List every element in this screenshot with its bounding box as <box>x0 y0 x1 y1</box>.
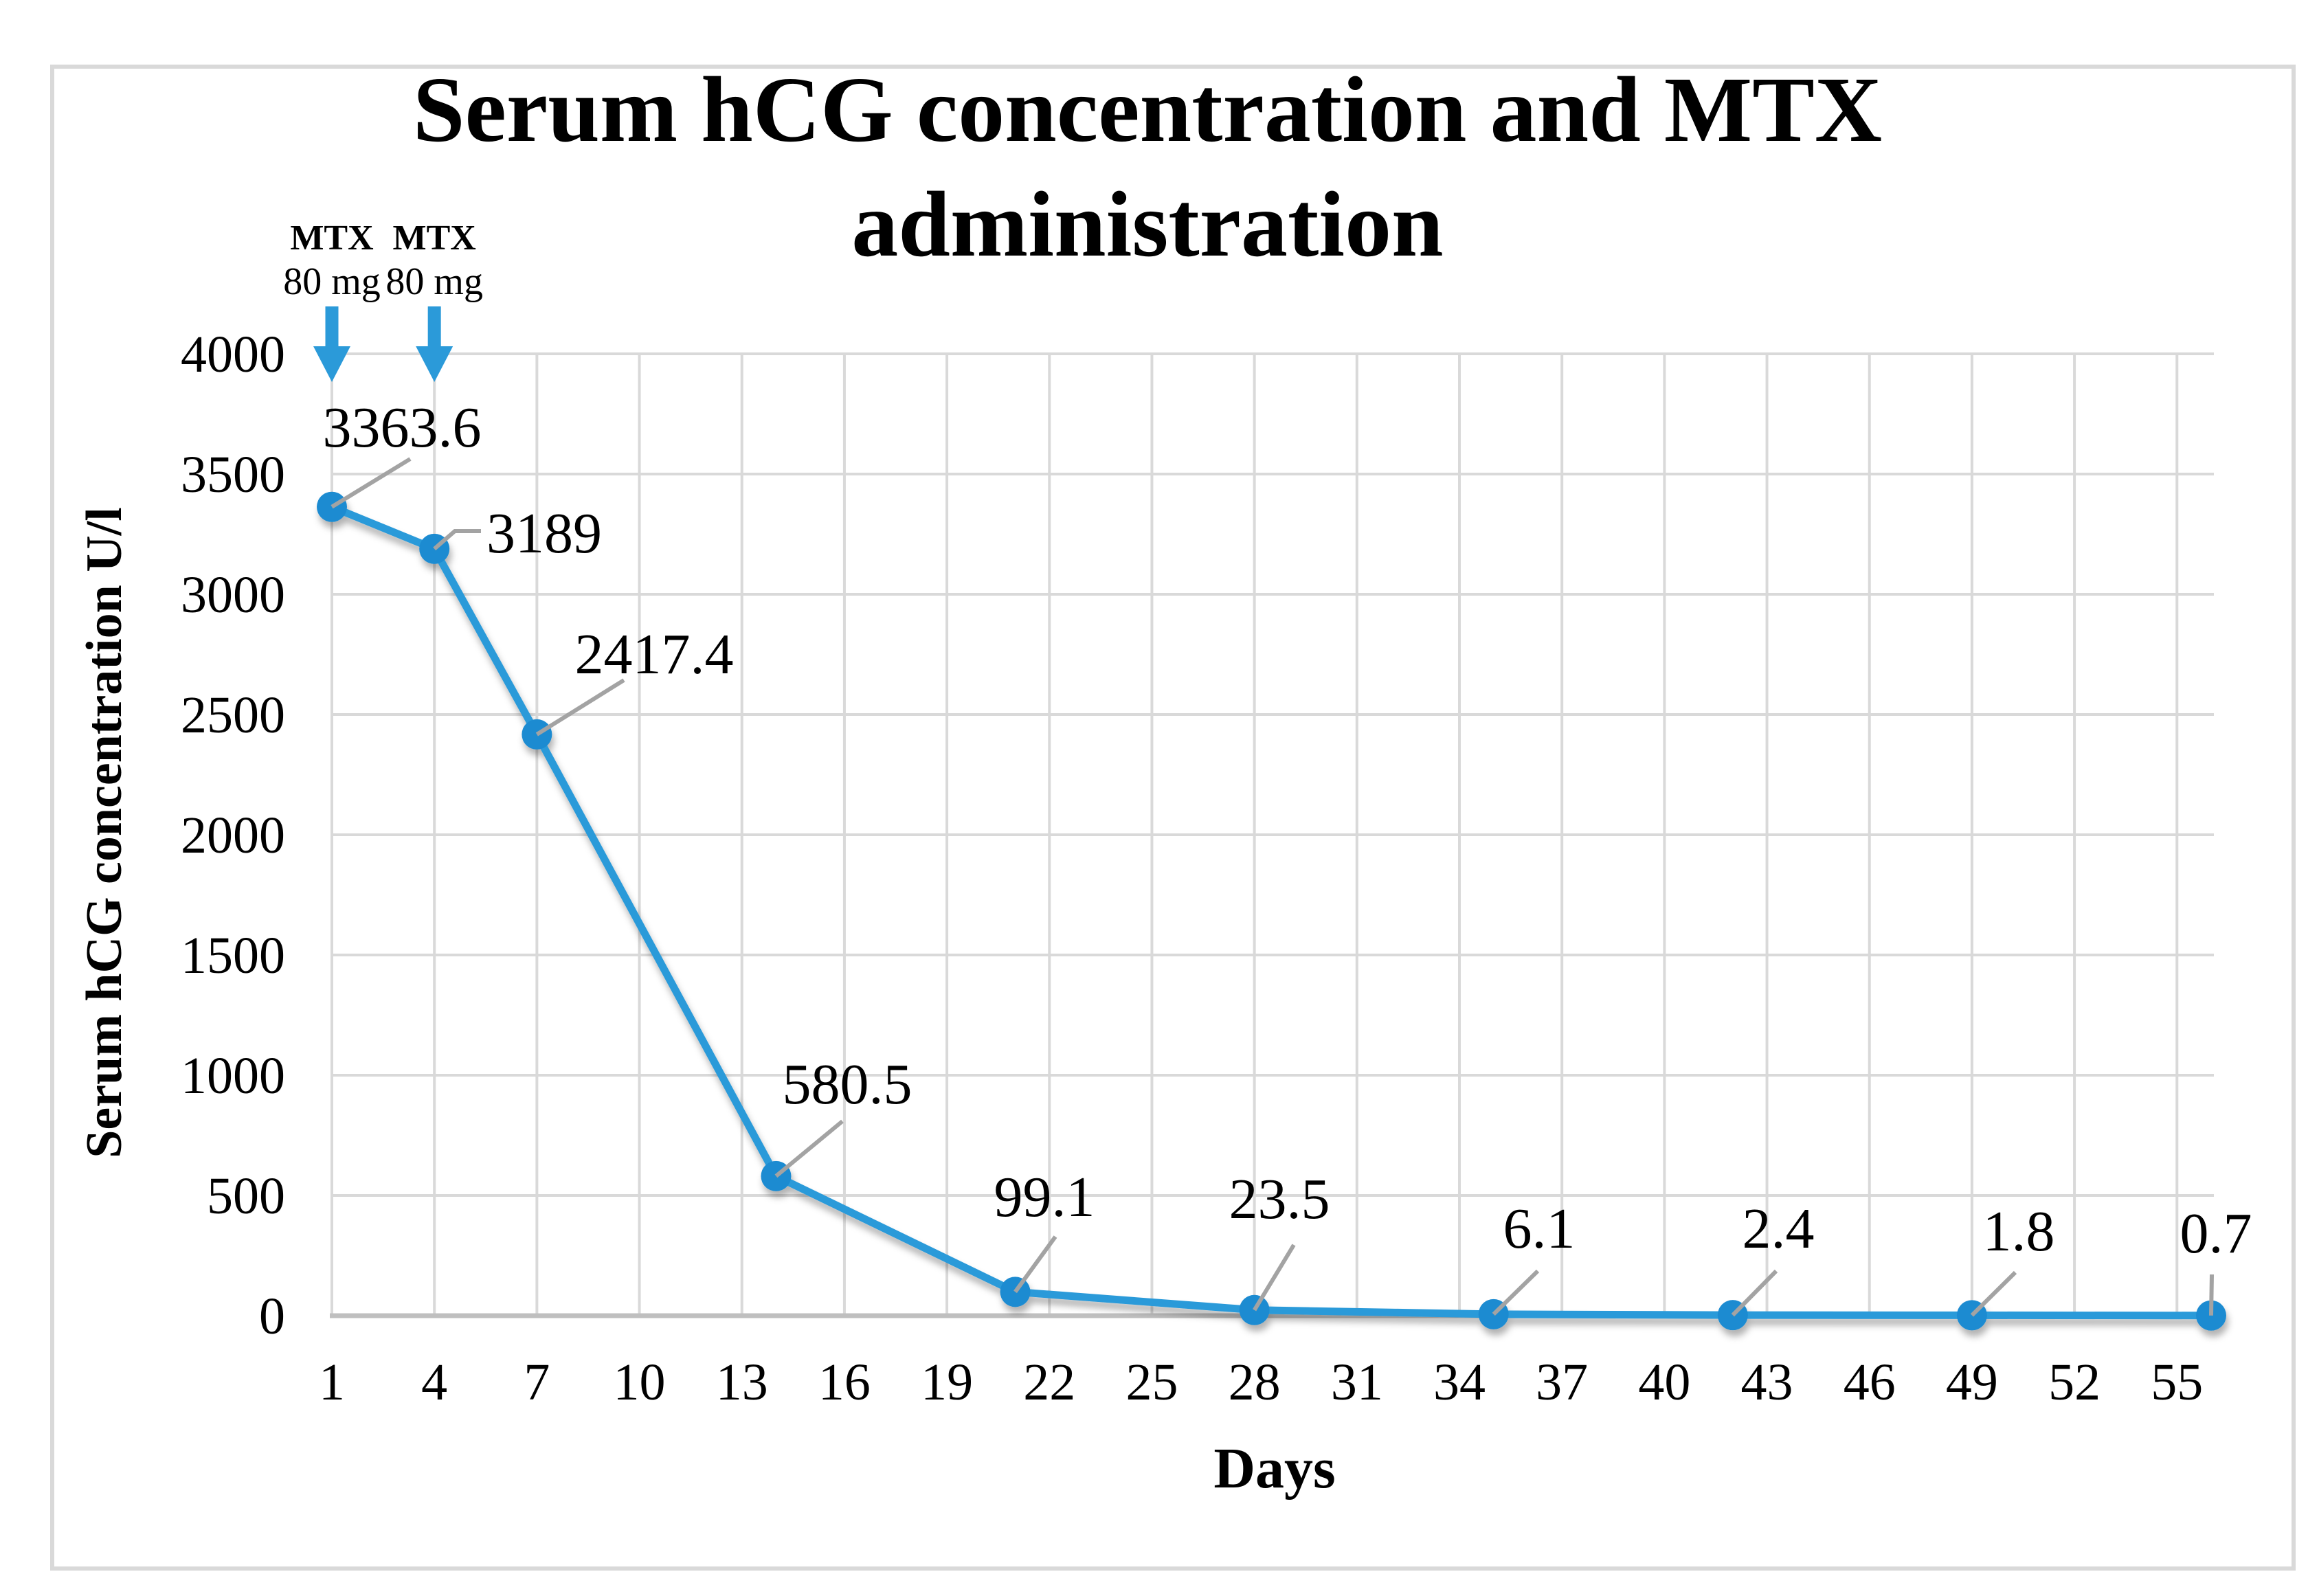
y-axis-title: Serum hCG concentration U/l <box>76 507 133 1158</box>
chart-border <box>50 65 2296 1571</box>
down-arrow-icon <box>416 346 453 382</box>
arrow-shaft <box>427 306 441 349</box>
data-point-label: 1.8 <box>1983 1200 2055 1263</box>
leader-line <box>1492 1269 1540 1316</box>
axis-tick-labels: 1 4 7 10 13 16 19 22 25 28 31 34 37 40 43 46 49 52 55 0 500 1… <box>181 326 2203 1411</box>
x-tick-label: 13 <box>716 1353 768 1411</box>
x-tick-label: 37 <box>1536 1353 1588 1411</box>
leader-line <box>331 457 412 509</box>
x-tick-label: 4 <box>421 1353 447 1411</box>
mtx-label: MTX <box>290 218 373 258</box>
x-tick-label: 34 <box>1433 1353 1486 1411</box>
y-tick-label: 4000 <box>181 326 285 383</box>
y-tick-label: 2000 <box>181 807 285 864</box>
x-tick-label: 16 <box>818 1353 871 1411</box>
x-tick-label: 10 <box>614 1353 666 1411</box>
data-point-label: 3363.6 <box>323 396 482 460</box>
data-point-label: 3189 <box>486 502 602 565</box>
y-tick-label: 1500 <box>181 927 285 985</box>
mtx-label: MTX <box>393 218 476 258</box>
x-tick-label: 46 <box>1844 1353 1896 1411</box>
x-tick-label: 49 <box>1946 1353 1998 1411</box>
data-point-label: 580.5 <box>783 1053 912 1116</box>
leader-line <box>1731 1269 1778 1317</box>
x-tick-label: 22 <box>1023 1353 1075 1411</box>
leader-line <box>535 678 625 737</box>
chart-title-line1: Serum hCG concentration and MTX <box>413 58 1882 161</box>
leader-line <box>1253 1244 1296 1312</box>
data-point-label: 2.4 <box>1743 1197 1815 1261</box>
x-tick-label: 19 <box>921 1353 973 1411</box>
y-tick-label: 2500 <box>181 686 285 744</box>
x-tick-label: 55 <box>2151 1353 2203 1411</box>
leader-line <box>774 1119 844 1178</box>
leader-line <box>433 529 481 551</box>
data-point-label: 99.1 <box>994 1165 1095 1229</box>
y-tick-label: 500 <box>207 1167 285 1225</box>
x-tick-label: 52 <box>2048 1353 2100 1411</box>
x-tick-label: 28 <box>1229 1353 1281 1411</box>
chart-title-line2: administration <box>851 173 1443 276</box>
y-tick-label: 1000 <box>181 1047 285 1105</box>
mtx-dose-label: 80 mg <box>283 260 381 303</box>
data-point-label: 0.7 <box>2180 1202 2252 1266</box>
x-tick-label: 40 <box>1638 1353 1690 1411</box>
x-tick-label: 25 <box>1125 1353 1178 1411</box>
x-axis-title: Days <box>1213 1437 1335 1501</box>
gridlines <box>330 352 2214 1318</box>
x-tick-label: 31 <box>1331 1353 1383 1411</box>
x-tick-label: 7 <box>524 1353 550 1411</box>
arrow-shaft <box>325 306 339 349</box>
y-tick-label: 3000 <box>181 566 285 624</box>
x-tick-label: 43 <box>1741 1353 1793 1411</box>
leader-line <box>1013 1235 1057 1294</box>
y-tick-label: 3500 <box>181 446 285 504</box>
down-arrow-icon <box>313 346 350 382</box>
series-line <box>330 503 2212 1320</box>
data-point-label: 2417.4 <box>575 622 734 686</box>
leader-line <box>1970 1270 2017 1317</box>
mtx-dose-label: 80 mg <box>385 260 483 303</box>
data-point-label: 23.5 <box>1229 1167 1330 1231</box>
x-tick-label: 1 <box>319 1353 345 1411</box>
leader-line <box>2209 1274 2214 1316</box>
label-leader-lines <box>331 457 2214 1317</box>
data-point-label: 6.1 <box>1503 1197 1576 1261</box>
y-tick-label: 0 <box>259 1288 285 1345</box>
